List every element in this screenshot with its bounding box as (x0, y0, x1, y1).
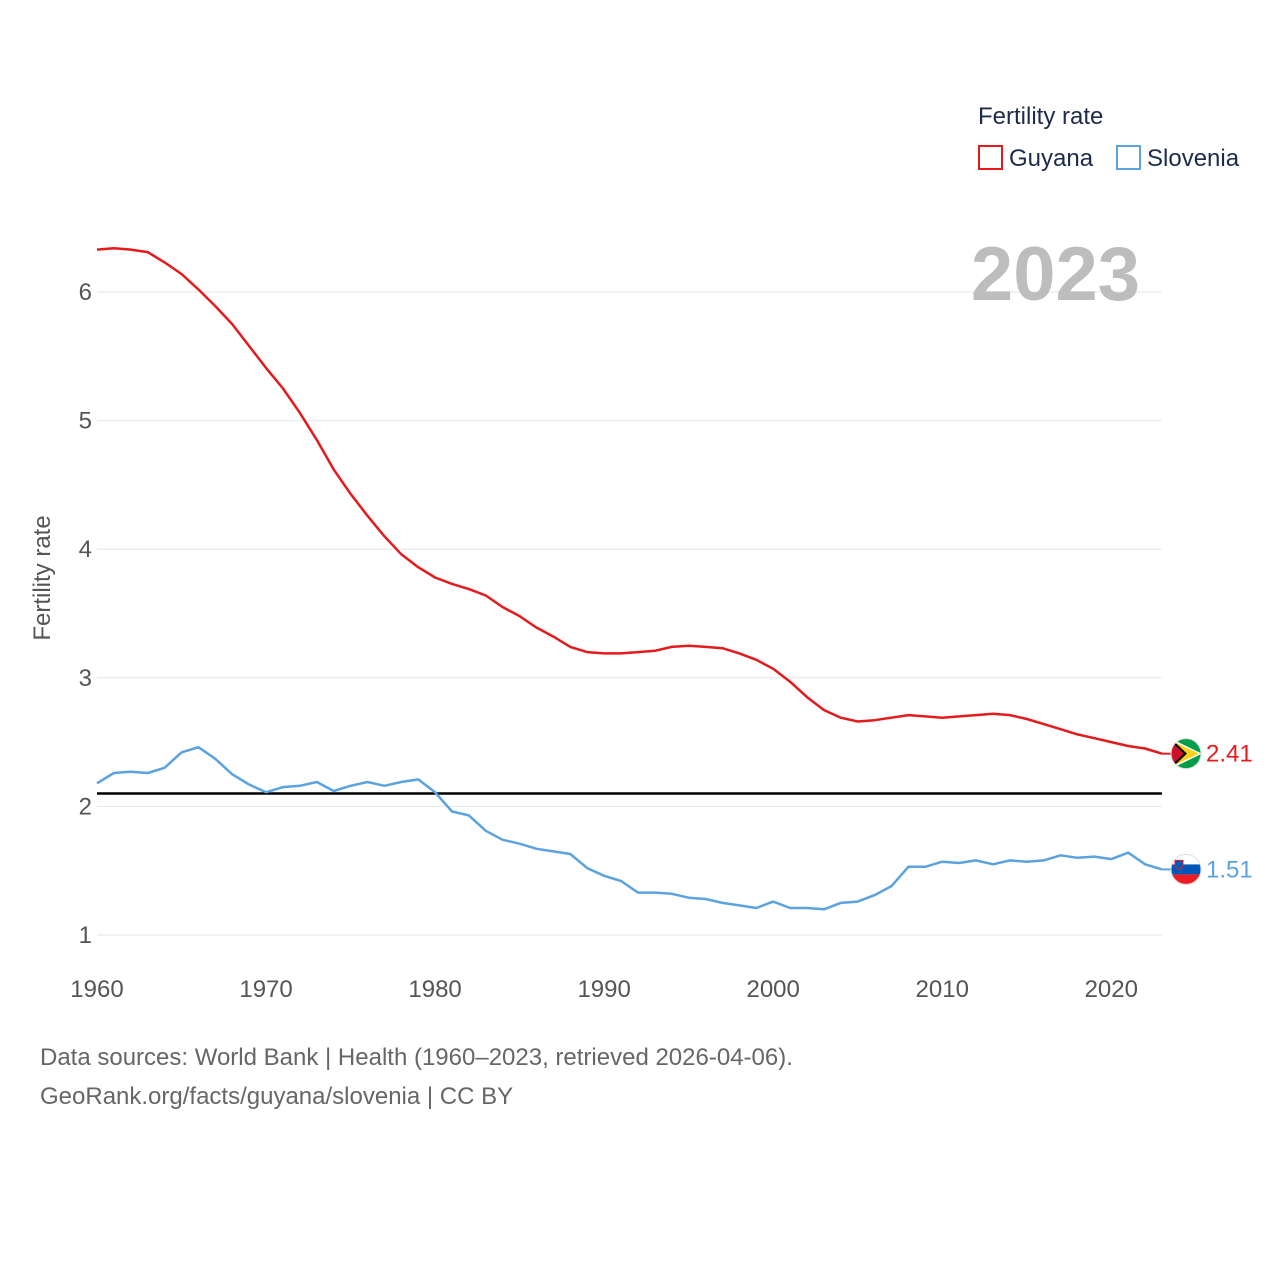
legend-label: Slovenia (1147, 145, 1240, 172)
legend[interactable]: Fertility rate Guyana Slovenia (978, 103, 1240, 172)
x-tick-label: 1960 (70, 976, 123, 1003)
y-tick-label: 2 (79, 793, 92, 820)
series-end-markers: 2.41 1.51 (1162, 738, 1253, 885)
end-value-label-slovenia: 1.51 (1206, 856, 1253, 883)
gridlines (97, 291, 1162, 936)
data-source-note: Data sources: World Bank | Health (1960–… (40, 1044, 793, 1071)
y-tick-label: 4 (79, 536, 92, 563)
y-axis-title: Fertility rate (29, 515, 56, 640)
y-tick-label: 3 (79, 665, 92, 692)
y-tick-label: 6 (79, 279, 92, 306)
x-tick-label: 2010 (916, 976, 969, 1003)
legend-swatch (1116, 145, 1141, 170)
x-tick-label: 1990 (577, 976, 630, 1003)
guyana-flag-icon (1170, 738, 1202, 770)
series-line-guyana[interactable] (96, 247, 1163, 755)
legend-swatch (978, 145, 1003, 170)
end-value-label-guyana: 2.41 (1206, 741, 1253, 768)
y-tick-label: 5 (79, 408, 92, 435)
x-tick-label: 1980 (408, 976, 461, 1003)
series-lines (96, 247, 1163, 911)
y-axis-ticks: 1 2 3 4 5 6 (79, 279, 92, 949)
slovenia-flag-icon (1170, 853, 1202, 885)
year-badge: 2023 (971, 232, 1140, 317)
x-tick-label: 1970 (239, 976, 292, 1003)
credit-link[interactable]: GeoRank.org/facts/guyana/slovenia | CC B… (40, 1083, 514, 1110)
y-tick-label: 1 (79, 922, 92, 949)
legend-item-guyana[interactable]: Guyana (978, 145, 1094, 172)
x-tick-label: 2020 (1085, 976, 1138, 1003)
legend-title: Fertility rate (978, 103, 1103, 130)
x-axis-ticks: 1960 1970 1980 1990 2000 2010 2020 (70, 976, 1138, 1003)
legend-item-slovenia[interactable]: Slovenia (1116, 145, 1240, 172)
legend-label: Guyana (1009, 145, 1094, 172)
series-line-slovenia[interactable] (96, 745, 1163, 911)
x-tick-label: 2000 (746, 976, 799, 1003)
